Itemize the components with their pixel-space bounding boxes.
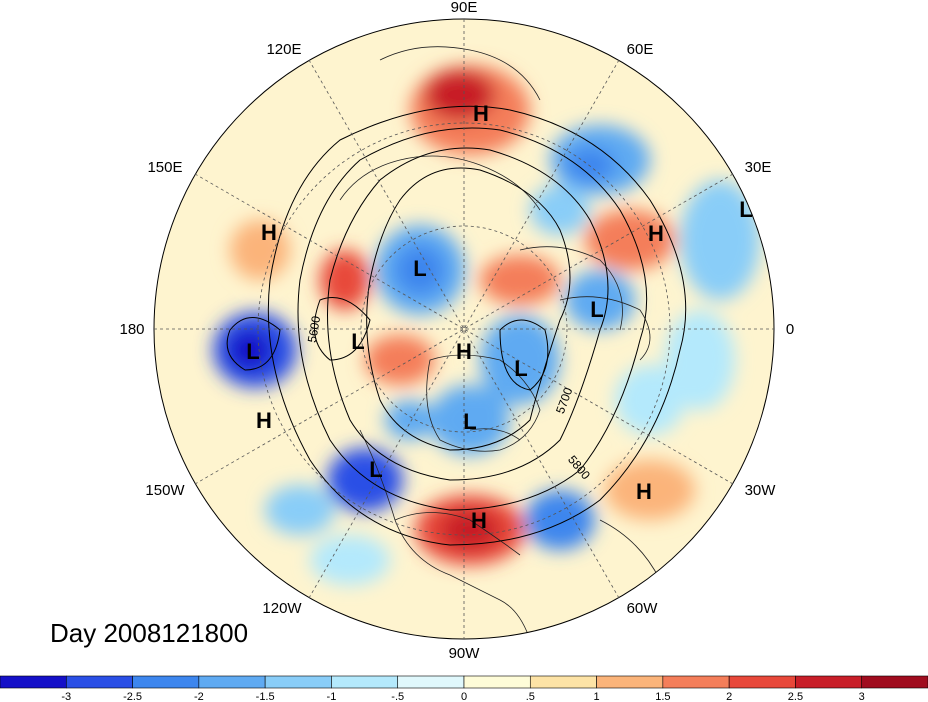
colorbar-tick-label: -1.5 bbox=[256, 691, 275, 702]
lon-label-60w: 60W bbox=[627, 600, 659, 617]
l-bering: L bbox=[351, 329, 364, 354]
colorbar-tick-label: -2 bbox=[194, 691, 204, 702]
anomaly-patch bbox=[480, 255, 560, 305]
lon-label-30w: 30W bbox=[745, 482, 777, 499]
colorbar-box bbox=[861, 675, 928, 689]
anomaly-patch bbox=[565, 147, 615, 183]
colorbar-tick-label: .5 bbox=[526, 691, 535, 702]
colorbar-tick-label: -1 bbox=[327, 691, 337, 702]
colorbar-tick-label: -3 bbox=[61, 691, 71, 702]
anomaly-patch bbox=[310, 535, 390, 585]
anomaly-patch bbox=[440, 510, 500, 550]
lon-label-90e: 90E bbox=[451, 0, 478, 16]
colorbar-box bbox=[264, 675, 332, 689]
graticule bbox=[153, 18, 775, 640]
colorbar-tick-label: 3 bbox=[859, 691, 865, 702]
lon-label-120e: 120E bbox=[266, 41, 301, 58]
anomaly-patch bbox=[605, 460, 695, 520]
lon-label-180: 180 bbox=[119, 321, 144, 338]
colorbar-box bbox=[0, 675, 67, 689]
polar-stereographic-map: 90E 60E 30E 0 30W 60W 90W 120W 150W 180 … bbox=[119, 0, 794, 662]
colorbar-box bbox=[662, 675, 730, 689]
h-europe: H bbox=[648, 221, 664, 246]
l-greenland: L bbox=[514, 356, 527, 381]
anomaly-patch bbox=[265, 485, 335, 535]
l-north-pacific: L bbox=[246, 339, 259, 364]
l-east-atlantic: L bbox=[590, 297, 603, 322]
h-pacific-east: H bbox=[261, 220, 277, 245]
colorbar-box bbox=[463, 675, 531, 689]
colorbar-tick-label: 1 bbox=[594, 691, 600, 702]
lon-label-60e: 60E bbox=[627, 41, 654, 58]
h-pacific-south: H bbox=[256, 408, 272, 433]
colorbar-box bbox=[397, 675, 465, 689]
h-pole: H bbox=[456, 339, 472, 364]
anomaly-patch bbox=[585, 210, 675, 270]
anomaly-patch bbox=[228, 330, 272, 370]
date-label: Day 2008121800 bbox=[50, 618, 249, 648]
colorbar-box bbox=[65, 675, 133, 689]
colorbar-tick-label: 1.5 bbox=[655, 691, 670, 702]
anomaly-patch bbox=[430, 385, 510, 455]
l-scandinavia: L bbox=[739, 197, 752, 222]
anomaly-patch bbox=[230, 220, 290, 280]
h-atlantic: H bbox=[636, 479, 652, 504]
anomaly-patch bbox=[665, 310, 735, 410]
l-kamchatka-north: L bbox=[413, 256, 426, 281]
colorbar: -3 -2.5 -2 -1.5 -1 -.5 0 .5 1 1.5 2 2.5 3 bbox=[0, 675, 928, 702]
height-contours bbox=[226, 105, 687, 546]
pressure-centers: H L L H L L H H L H L L L H H L bbox=[246, 101, 752, 533]
colorbar-box bbox=[529, 675, 597, 689]
colorbar-box bbox=[132, 675, 200, 689]
anomaly-patch bbox=[615, 365, 685, 435]
h-gulf-mexico: H bbox=[471, 508, 487, 533]
colorbar-tick-label: -2.5 bbox=[123, 691, 142, 702]
anomaly-patch bbox=[680, 180, 760, 300]
anomaly-patch bbox=[530, 185, 590, 235]
colorbar-box bbox=[198, 675, 266, 689]
l-gulf-of-alaska: L bbox=[369, 457, 382, 482]
lon-label-150w: 150W bbox=[145, 482, 185, 499]
colorbar-box bbox=[596, 675, 664, 689]
lon-label-90w: 90W bbox=[449, 645, 481, 662]
colorbar-box bbox=[795, 675, 863, 689]
anomaly-patch bbox=[320, 250, 370, 310]
anomaly-patch bbox=[327, 448, 403, 512]
longitude-labels: 90E 60E 30E 0 30W 60W 90W 120W 150W 180 … bbox=[119, 0, 794, 662]
lon-label-0: 0 bbox=[786, 321, 794, 338]
anomaly-patch bbox=[525, 490, 595, 550]
h-siberia: H bbox=[473, 101, 489, 126]
lon-label-120w: 120W bbox=[262, 600, 302, 617]
anomaly-patch bbox=[385, 400, 435, 440]
colorbar-box bbox=[728, 675, 796, 689]
l-hudson: L bbox=[463, 409, 476, 434]
colorbar-tick-label: 2 bbox=[726, 691, 732, 702]
lon-label-30e: 30E bbox=[745, 159, 772, 176]
anomaly-patch bbox=[365, 335, 435, 385]
colorbar-tick-label: -.5 bbox=[391, 691, 404, 702]
colorbar-tick-label: 0 bbox=[461, 691, 467, 702]
colorbar-box bbox=[331, 675, 399, 689]
lon-label-150e: 150E bbox=[147, 159, 182, 176]
colorbar-tick-label: 2.5 bbox=[788, 691, 803, 702]
contour-label-5600: 5600 bbox=[305, 315, 323, 344]
anomaly-patch bbox=[395, 245, 445, 295]
